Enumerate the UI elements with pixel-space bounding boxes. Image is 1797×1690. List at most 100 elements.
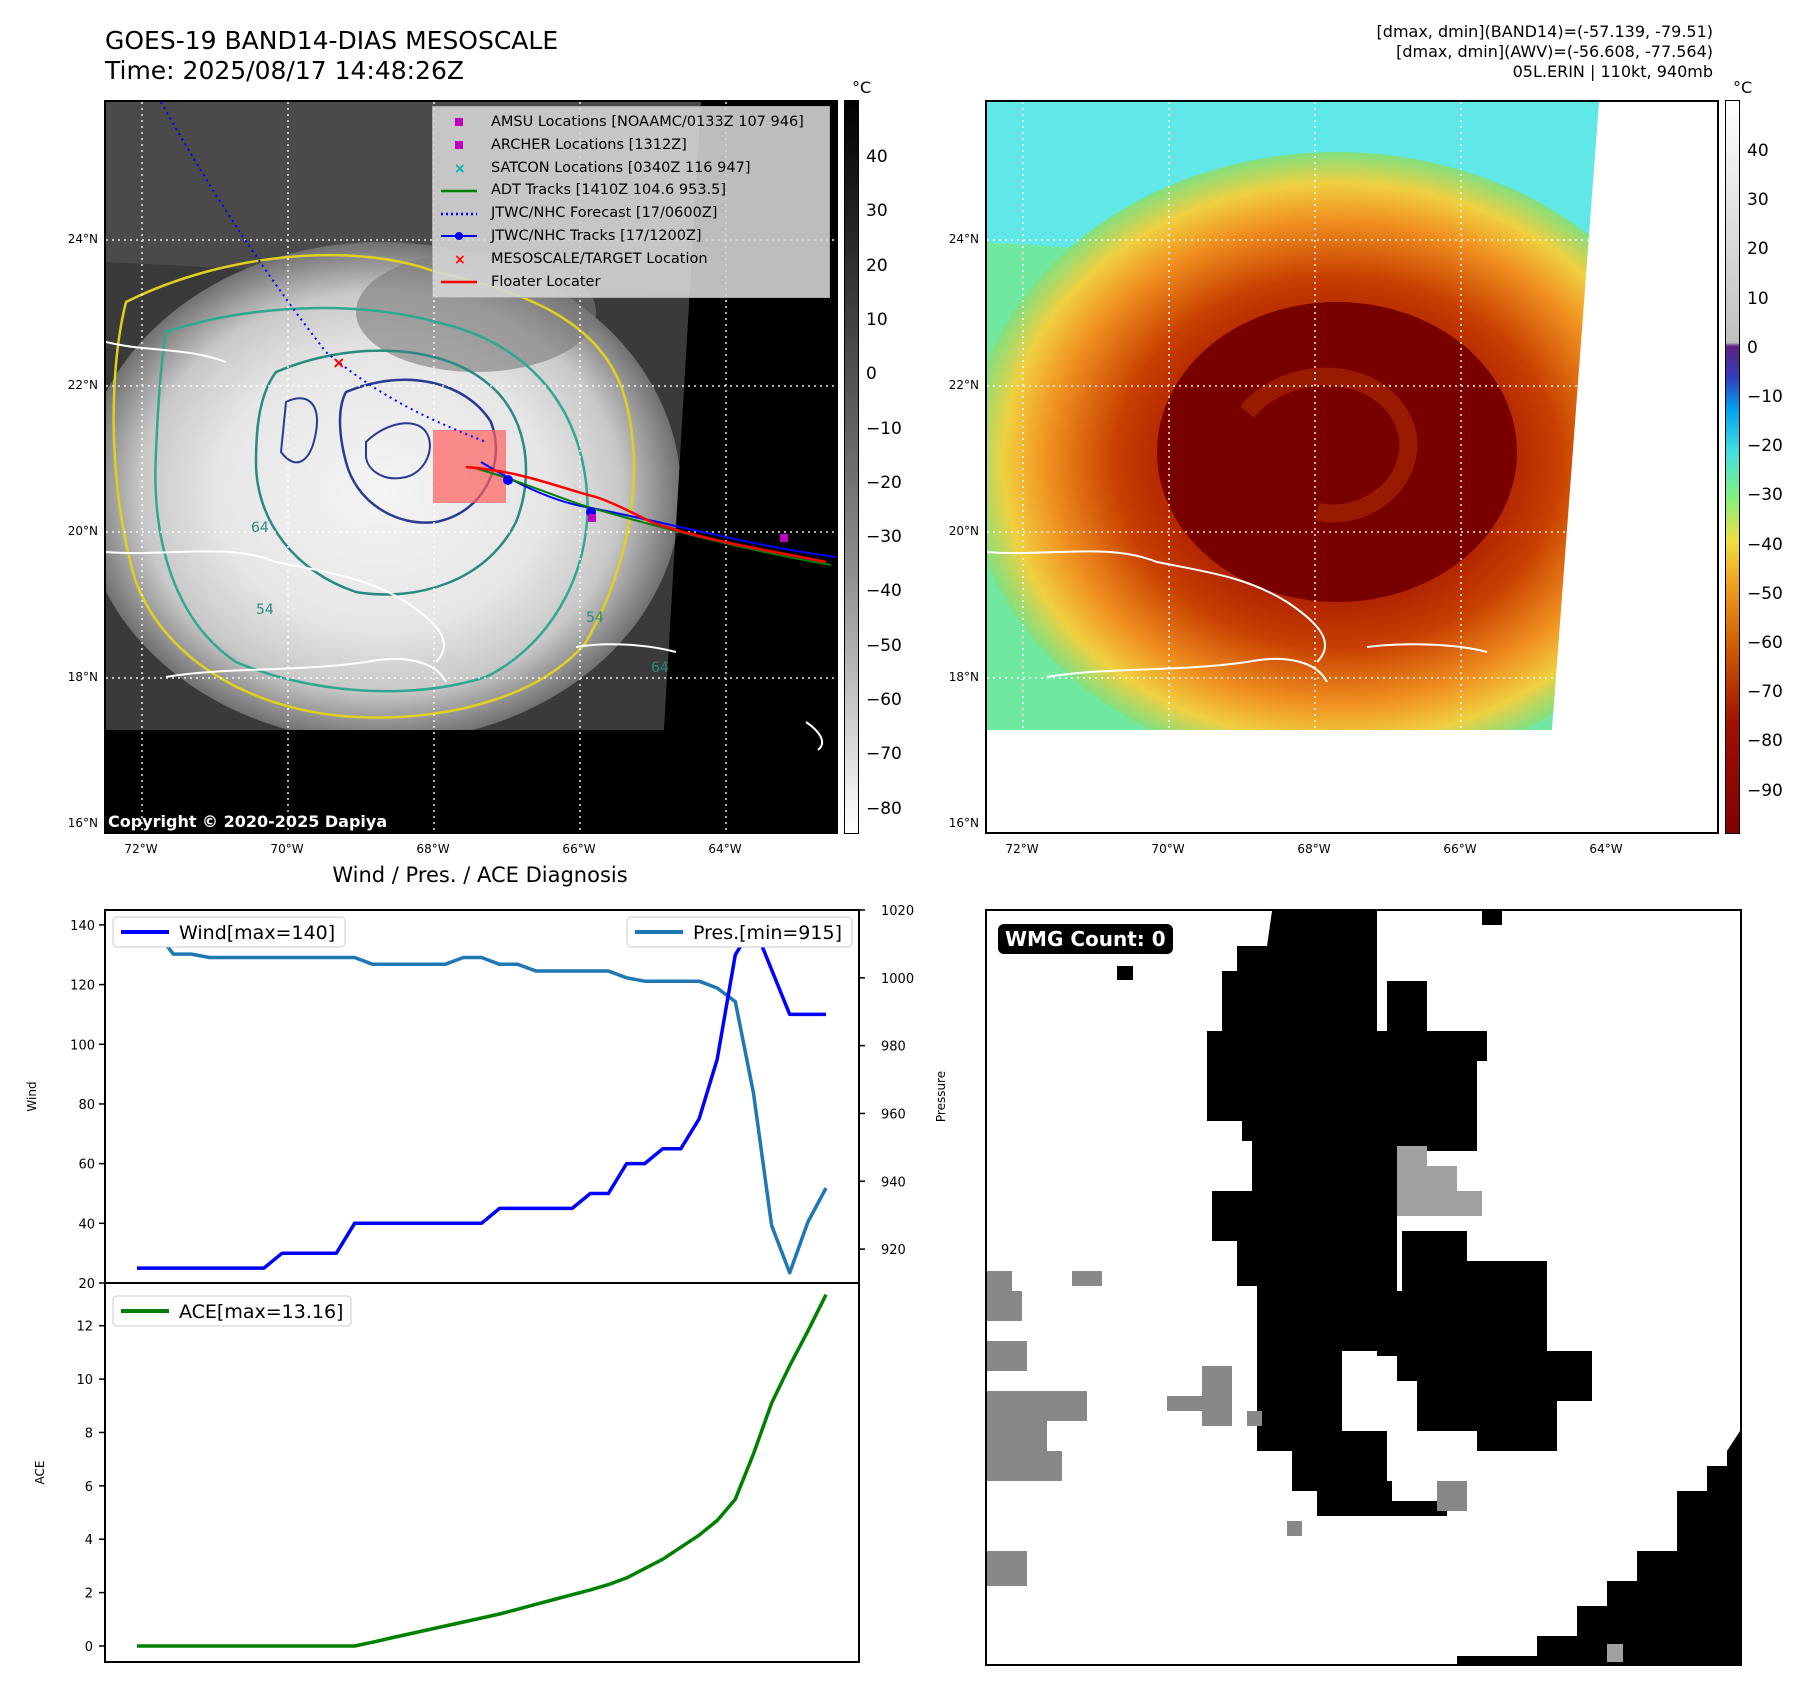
wind-legend-label: Wind[max=140] [179, 922, 335, 944]
legend-label: JTWC/NHC Tracks [17/1200Z] [491, 227, 702, 244]
wind-tick-label: 40 [78, 1217, 95, 1232]
ace-tick-label: 2 [85, 1587, 93, 1602]
legend-label: JTWC/NHC Forecast [17/0600Z] [491, 205, 718, 222]
wind-series-line [137, 923, 826, 1270]
map-tick-label: 16°N [67, 816, 98, 830]
colorbar-tick-label: −30 [866, 527, 902, 548]
map-tick-label: 68°W [416, 842, 450, 856]
color-colorbar [1725, 100, 1740, 834]
ace-tick-label: 0 [85, 1640, 93, 1655]
red-x-icon: × [441, 251, 477, 268]
map-tick-label: 16°N [948, 816, 979, 830]
colorbar-tick-label: 30 [1747, 190, 1769, 211]
ace-tick-label: 6 [85, 1480, 93, 1495]
storm-info: 05L.ERIN | 110kt, 940mb [1512, 62, 1713, 81]
colorbar-tick-label: −20 [866, 472, 902, 493]
blue-line-dot-icon [441, 228, 477, 244]
colorbar-tick-label: −90 [1747, 780, 1783, 801]
colorbar-tick-label: 40 [866, 147, 888, 167]
legend-item: × SATCON Locations [0340Z 116 947] [441, 157, 821, 180]
ace-tick-label: 10 [76, 1373, 93, 1388]
svg-text:×: × [454, 161, 466, 176]
map-legend: AMSU Locations [NOAAMC/0133Z 107 946] ARC… [432, 106, 830, 299]
time-stamp: Time: 2025/08/17 14:48:26Z [105, 56, 464, 85]
ace-legend-box [112, 1295, 352, 1327]
wind-pressure-plot-frame [104, 909, 860, 1284]
product-title: GOES-19 BAND14-DIAS MESOSCALE [105, 26, 559, 55]
colorbar-tick-label: −60 [1747, 633, 1783, 653]
magenta-square-icon [441, 114, 477, 130]
legend-label: ADT Tracks [1410Z 104.6 953.5] [491, 182, 727, 199]
legend-label: ARCHER Locations [1312Z] [491, 136, 687, 153]
colorbar-tick-label: −70 [866, 744, 902, 765]
ace-plot-frame [104, 1282, 860, 1663]
ace-tick-label: 12 [76, 1320, 93, 1335]
ace-legend-label: ACE[max=13.16] [179, 1301, 343, 1323]
colorbar-tick-label: 20 [1747, 239, 1769, 260]
gray-colorbar [844, 100, 859, 834]
map-tick-label: 22°N [948, 378, 979, 392]
legend-label: MESOSCALE/TARGET Location [491, 250, 708, 267]
colorbar-tick-label: 20 [866, 255, 888, 276]
wind-legend-box [112, 916, 346, 948]
map-tick-label: 70°W [270, 842, 304, 856]
colorbar-tick-label: −50 [866, 635, 902, 656]
pressure-tick-label: 920 [881, 1243, 906, 1258]
colorbar-tick-label: −80 [1747, 731, 1783, 752]
legend-item: AMSU Locations [NOAAMC/0133Z 107 946] [441, 111, 821, 134]
pressure-tick-label: 940 [881, 1175, 906, 1190]
blue-dotted-line-icon [441, 206, 477, 222]
wind-tick-label: 100 [70, 1038, 95, 1053]
colorbar-tick-label: 30 [866, 201, 888, 222]
wmg-image [987, 911, 1740, 1664]
red-line-icon [441, 274, 477, 290]
colorbar-tick-label: −70 [1747, 682, 1783, 703]
colorbar-tick-label: −50 [1747, 583, 1783, 604]
legend-item: ARCHER Locations [1312Z] [441, 134, 821, 157]
wind-tick-label: 80 [78, 1098, 95, 1113]
map-tick-label: 24°N [67, 232, 98, 246]
color-map-panel [985, 100, 1719, 834]
diagnosis-chart: 20 40 60 80 100 120 140 920 940 960 980 1000 1020 0 2 4… [25, 904, 948, 1663]
pressure-tick-label: 1000 [881, 972, 914, 987]
colorbar-tick-label: −10 [1747, 387, 1783, 407]
map-tick-label: 72°W [124, 842, 158, 856]
ace-tick-label: 8 [85, 1426, 93, 1441]
colorbar-tick-label: −60 [866, 690, 902, 710]
legend-item: JTWC/NHC Forecast [17/0600Z] [441, 202, 821, 225]
pressure-axis-label: Pressure [934, 1071, 948, 1122]
wmg-count-badge: WMG Count: 0 [998, 924, 1173, 954]
svg-text:×: × [454, 252, 466, 267]
colorbar-tick-label: −20 [1747, 436, 1783, 457]
colorbar-tick-label: 10 [1747, 288, 1769, 309]
green-line-icon [441, 183, 477, 199]
pressure-tick-label: 960 [881, 1107, 906, 1122]
map-tick-label: 22°N [67, 378, 98, 392]
map-tick-label: 24°N [948, 232, 979, 246]
svg-text:54: 54 [586, 610, 604, 626]
ace-series-line [137, 1293, 828, 1648]
map-tick-label: 66°W [562, 842, 596, 856]
colorbar-tick-label: −80 [866, 798, 902, 819]
pressure-tick-label: 1020 [881, 904, 914, 919]
diagnosis-title: Wind / Pres. / ACE Diagnosis [332, 863, 628, 887]
ace-axis-label: ACE [33, 1461, 47, 1485]
svg-text:54: 54 [256, 602, 274, 618]
colorbar-tick-label: −10 [866, 418, 902, 439]
colorbar-tick-label: −40 [866, 581, 902, 602]
colorbar-tick-label: −40 [1747, 534, 1783, 555]
ace-tick-label: 4 [85, 1533, 93, 1548]
colorbar-tick-label: 40 [1747, 141, 1769, 161]
ir-map-panel: × 64 54 54 64 AMSU Locations [NOAAMC/013… [104, 100, 838, 834]
wind-tick-label: 20 [78, 1277, 95, 1292]
svg-text:×: × [332, 353, 345, 372]
legend-label: SATCON Locations [0340Z 116 947] [491, 159, 751, 176]
cyan-x-icon: × [441, 160, 477, 177]
pressure-series-line [137, 928, 828, 1275]
map-tick-label: 64°W [708, 842, 742, 856]
color-map-image [987, 102, 1717, 832]
pressure-legend-box [626, 916, 853, 948]
legend-item: Floater Locater [441, 271, 821, 294]
map-tick-label: 66°W [1443, 842, 1477, 856]
colorbar-tick-label: 10 [866, 309, 888, 330]
